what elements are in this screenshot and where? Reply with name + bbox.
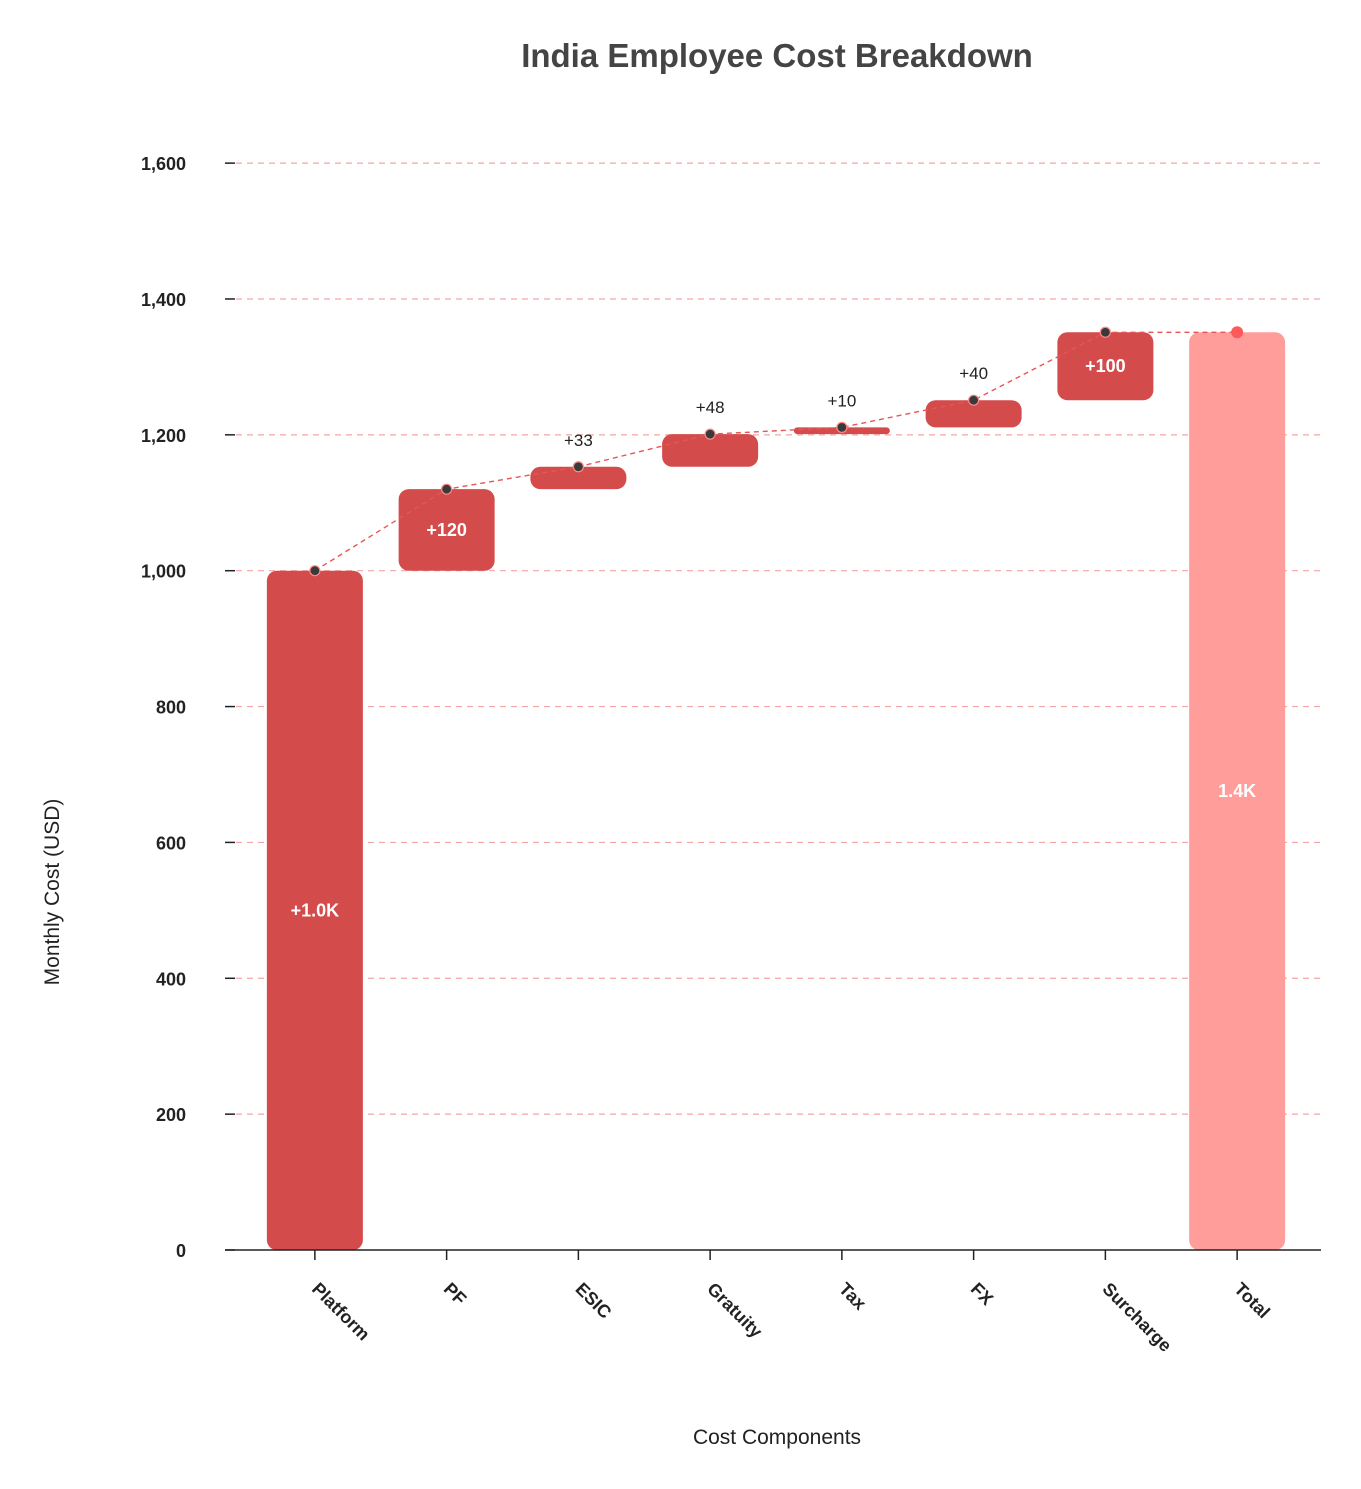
- x-axis: Platform PF ESIC Gratuity Tax FX Surcharge Tota…: [308, 1250, 1274, 1356]
- data-label: +33: [564, 431, 593, 450]
- y-tick-label: 1,400: [141, 290, 186, 310]
- bar-esic: [530, 466, 627, 490]
- chart-title: India Employee Cost Breakdown: [521, 37, 1033, 74]
- x-tick-label: Gratuity: [703, 1279, 766, 1342]
- x-tick-label: Tax: [835, 1279, 870, 1314]
- bar-surcharge: [1057, 332, 1154, 401]
- data-labels: +1.0K +120 +33 +48 +10 +40 +100 1.4K: [291, 356, 1257, 920]
- y-tick-label: 600: [156, 833, 186, 853]
- connector-marker: [1099, 326, 1111, 338]
- data-label: +10: [827, 391, 856, 410]
- x-axis-title: Cost Components: [693, 1426, 861, 1449]
- bar-pf: [398, 489, 495, 571]
- y-tick-label: 1,000: [141, 562, 186, 582]
- y-tick-label: 0: [176, 1241, 186, 1261]
- connector-marker: [441, 483, 453, 495]
- y-tick-label: 1,600: [141, 154, 186, 174]
- x-tick-label: Surcharge: [1099, 1279, 1176, 1356]
- y-axis-title: Monthly Cost (USD): [41, 799, 64, 986]
- connector-marker: [572, 461, 584, 473]
- connector-marker: [704, 428, 716, 440]
- connector-marker: [1231, 326, 1244, 339]
- bar-fx: [925, 400, 1022, 428]
- data-label: +40: [959, 364, 988, 383]
- bar-gratuity: [662, 434, 759, 467]
- y-tick-label: 200: [156, 1105, 186, 1125]
- data-label: +100: [1085, 356, 1126, 376]
- bars: [266, 332, 1286, 1250]
- connector-marker: [309, 565, 321, 577]
- bar-total: [1189, 332, 1286, 1250]
- x-tick-label: FX: [967, 1279, 997, 1309]
- connector-marker: [836, 421, 848, 433]
- data-label: 1.4K: [1218, 781, 1256, 801]
- x-tick-label: Total: [1230, 1279, 1274, 1323]
- bar-platform: [266, 570, 363, 1250]
- y-tick-label: 1,200: [141, 426, 186, 446]
- data-label: +48: [696, 398, 725, 417]
- x-tick-label: ESIC: [572, 1279, 616, 1323]
- gridlines: [225, 162, 1321, 1115]
- connector-marker: [968, 394, 980, 406]
- data-label: +120: [426, 520, 467, 540]
- data-label: +1.0K: [291, 900, 340, 920]
- y-axis: 0 200 400 600 800 1,000 1,200 1,400 1,600: [141, 154, 235, 1261]
- y-tick-label: 400: [156, 969, 186, 989]
- connector-line: [309, 326, 1244, 577]
- x-tick-label: Platform: [308, 1279, 374, 1345]
- y-tick-label: 800: [156, 698, 186, 718]
- connector-path: [314, 331, 1238, 572]
- x-tick-label: PF: [440, 1279, 470, 1309]
